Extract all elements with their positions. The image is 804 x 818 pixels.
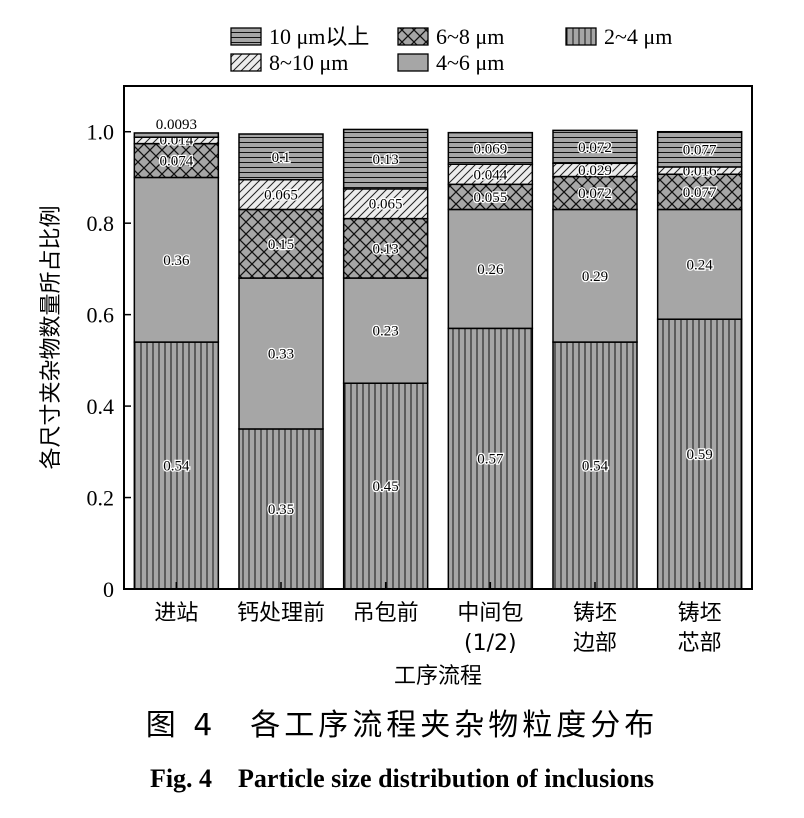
bar-segment [342,128,429,190]
bar-segment [552,175,638,211]
y-tick-label: 0.2 [87,486,115,511]
legend-label: 6~8 μm [436,24,504,49]
x-tick-label: 中间包 [457,601,523,626]
data-label: 0.13 [373,241,399,257]
x-axis-label: 工序流程 [394,664,482,689]
bar-segment [238,133,324,181]
figure-caption-english: Fig. 4 Particle size distribution of inc… [149,764,655,793]
bar-segment [342,277,429,384]
bar-segment [552,208,638,343]
x-tick-label: 铸坯 [573,601,617,626]
data-label: 0.065 [369,197,403,213]
data-label: 0.23 [373,324,399,340]
figure-caption-chinese: 图 4 各工序流程夹杂物粒度分布 [145,708,659,743]
data-label: 0.57 [477,452,504,468]
data-label: 0.54 [163,459,190,475]
stacked-bar-chart: 10 μm以上 6~8 μm 2~4 μm 8~10 μm 4~6 μm 0.54 0.3… [39,24,753,689]
legend-swatch [397,53,429,72]
data-label: 0.077 [683,142,717,158]
plot-frame [123,85,753,590]
data-label: 0.33 [268,347,294,363]
data-label: 0.072 [578,186,612,202]
legend-swatch [565,27,597,46]
bar-segment [447,208,534,330]
legend-label: 4~6 μm [436,50,504,75]
data-label: 0.54 [582,459,609,475]
data-label: 0.072 [578,140,612,156]
y-tick-label: 1.0 [87,120,115,145]
data-label: 0.077 [683,185,717,201]
data-label: 0.074 [159,154,193,170]
x-tick-label: 钙处理前 [237,601,325,626]
bar-segment [656,208,743,320]
bar-segment [133,132,220,138]
bar-segment [552,129,638,165]
legend-swatch [397,27,429,46]
bar-segment [133,341,220,590]
bar-segment [133,176,220,343]
bar-segment [342,188,429,220]
legend-label: 2~4 μm [604,24,672,49]
data-label: 0.24 [687,257,714,273]
data-label: 0.35 [268,502,294,518]
bar-segment [656,318,743,590]
bar-segment [447,327,534,590]
data-label: 0.1 [272,150,291,166]
data-label: 0.065 [264,188,298,204]
data-label: 0.044 [473,167,507,183]
y-tick-label: 0 [103,577,114,602]
data-label: 0.15 [268,237,294,253]
legend-swatch [230,27,262,46]
data-label: 0.069 [473,141,507,157]
bar-segment [447,183,534,211]
x-tick-label: 边部 [573,631,617,656]
x-tick-label: (1/2) [464,631,517,656]
legend-label: 10 μm以上 [269,24,369,49]
bar-segment [552,341,638,590]
x-tick-label: 吊包前 [353,601,419,626]
data-label: 0.13 [373,152,399,168]
data-label: 0.59 [687,447,713,463]
y-tick-label: 0.8 [87,211,115,236]
legend-swatch [230,53,262,72]
bar-segment [447,131,534,165]
data-label: 0.29 [582,269,608,285]
data-label: 0.055 [473,190,507,206]
bar-segment [342,382,429,590]
legend-label: 8~10 μm [269,50,348,75]
data-label: 0.26 [477,262,504,278]
y-tick-label: 0.6 [87,303,115,328]
x-tick-label: 铸坯 [678,601,722,626]
y-axis-label: 各尺寸夹杂物数量所占比例 [39,205,64,469]
data-label: 0.0093 [156,117,197,133]
data-label: 0.029 [578,163,612,179]
plot-area: 0.540.360.0740.0140.00930.350.330.150.06… [133,116,743,590]
legend: 10 μm以上 6~8 μm 2~4 μm 8~10 μm 4~6 μm [230,24,672,75]
bar-segment [656,130,743,168]
data-label: 0.45 [373,479,399,495]
y-tick-label: 0.4 [87,394,115,419]
x-tick-label: 芯部 [678,631,722,656]
x-tick-label: 进站 [154,601,198,626]
data-label: 0.36 [163,253,190,269]
